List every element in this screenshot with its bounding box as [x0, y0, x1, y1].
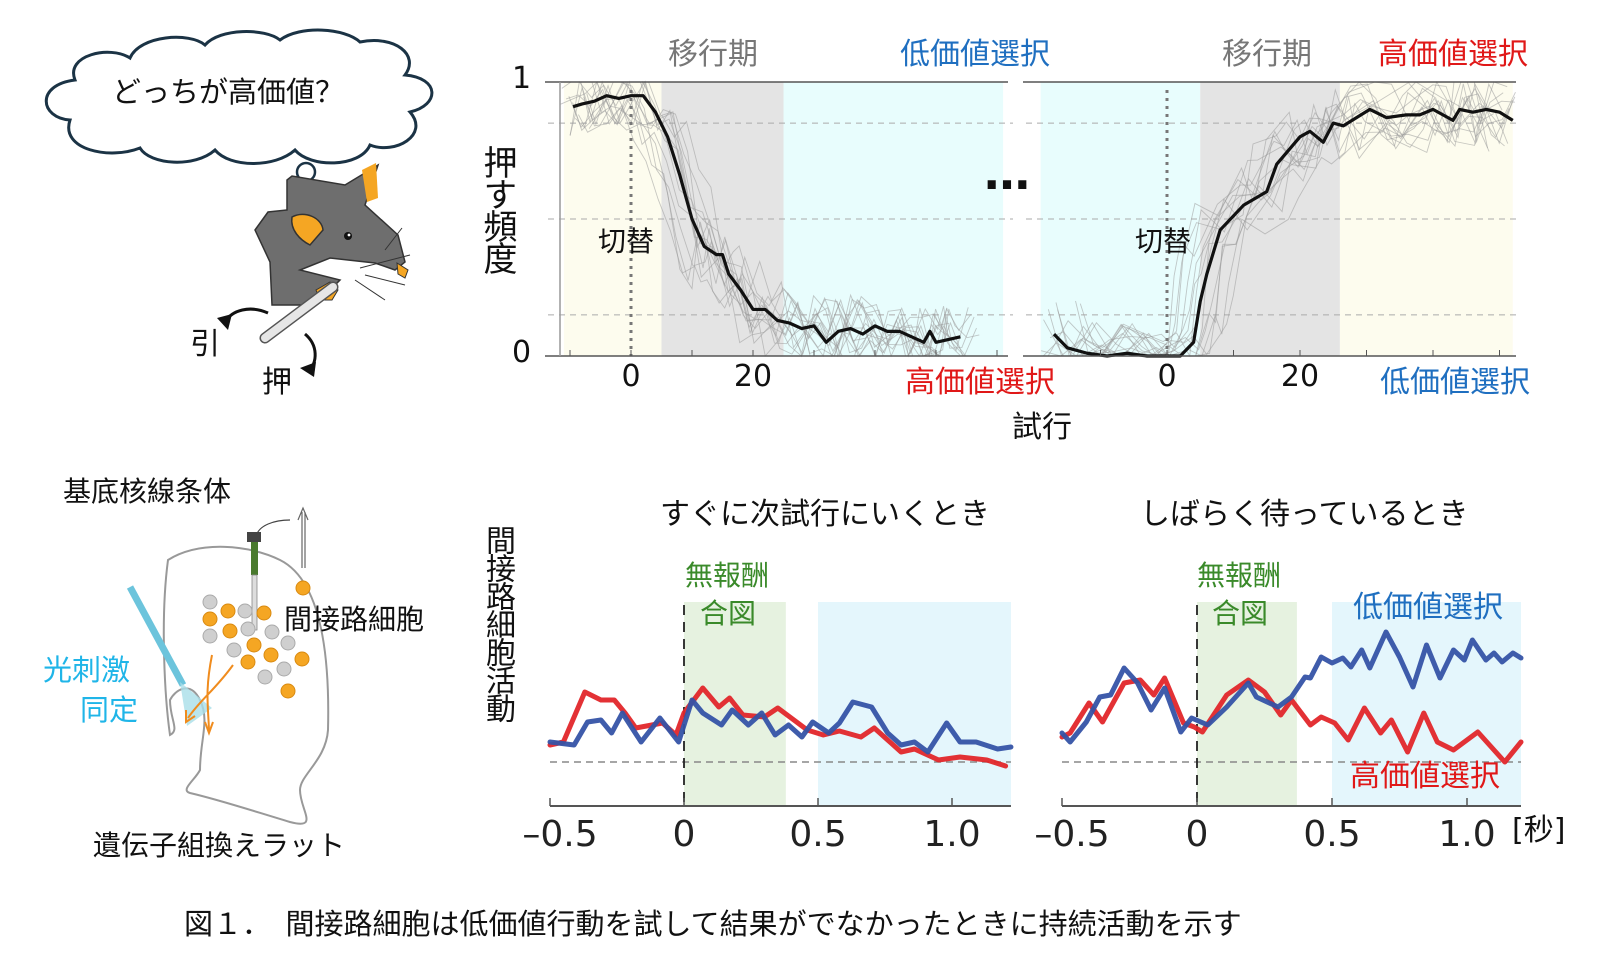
axon-arrows-icon — [185, 654, 234, 736]
x-tick-label: 0 — [621, 359, 640, 394]
left-cue-label-1: 無報酬 — [685, 559, 770, 592]
top-xlabel: 試行 — [1012, 410, 1072, 445]
bottom-panel-left: –0.5 0 0.5 1.0 — [522, 602, 1014, 855]
indirect-cell — [263, 647, 279, 663]
individual-trace — [1069, 87, 1516, 357]
rat-icon — [254, 161, 411, 306]
right-title: しばらく待っているとき — [1140, 497, 1469, 532]
x-tick-label: 20 — [1281, 359, 1319, 394]
right-transition-label: 移行期 — [1222, 37, 1312, 72]
figure-caption: 図１． 間接路細胞は低価値行動を試して結果がでなかったときに持続活動を示す — [184, 907, 1242, 941]
other-cell — [237, 603, 253, 619]
ytick-0: 0 — [512, 335, 532, 370]
other-cell — [202, 628, 218, 644]
rat-label: 遺伝子組換えラット — [93, 829, 346, 862]
striatum-label: 基底核線条体 — [63, 475, 232, 508]
indirect-cell — [256, 605, 272, 621]
left-high-value-label: 高価値選択 — [905, 365, 1055, 400]
x-tick-label: 0 — [1157, 359, 1176, 394]
indirect-cell — [295, 580, 311, 596]
indirect-cell — [294, 651, 310, 667]
indirect-cell — [202, 611, 218, 627]
indirect-cell — [222, 623, 238, 639]
other-cell — [257, 669, 273, 685]
thought-cloud-icon — [44, 28, 434, 165]
time-unit: [秒] — [1512, 813, 1566, 848]
other-cell — [276, 661, 292, 677]
recording-arrow-icon — [297, 506, 309, 568]
indirect-cell — [246, 637, 262, 653]
left-title: すぐに次試行にいくとき — [660, 497, 990, 532]
x-tick-label: –0.5 — [522, 814, 597, 855]
top-panel-left: 0 20 — [545, 80, 1013, 394]
x-tick-label: 0.5 — [1303, 814, 1360, 855]
other-cell — [202, 594, 218, 610]
ytick-1: 1 — [512, 61, 532, 96]
x-tick-label: –0.5 — [1034, 814, 1109, 855]
individual-trace — [1041, 81, 1488, 357]
series-low-value — [547, 697, 1014, 755]
right-cue-label-1: 無報酬 — [1197, 559, 1282, 592]
push-label: 押 — [262, 365, 292, 400]
ellipsis: … — [984, 146, 1030, 200]
x-tick-label: 20 — [734, 359, 772, 394]
optical-fiber-icon — [126, 585, 212, 726]
individual-trace — [580, 80, 969, 357]
lever-icon — [259, 281, 339, 344]
legend-high-value: 高価値選択 — [1350, 759, 1500, 794]
top-panel-right: 0 20 — [1023, 80, 1521, 394]
indirect-cell — [240, 654, 256, 670]
thought-bubble-text: どっちが高価値？ — [112, 75, 345, 109]
bottom-panel-right: –0.5 0 0.5 1.0 — [1034, 602, 1524, 855]
individual-trace — [561, 81, 950, 358]
left-switch-label: 切替 — [598, 225, 655, 258]
individual-trace — [1055, 82, 1516, 357]
x-tick-label: 0 — [1186, 814, 1209, 855]
x-tick-label: 0 — [673, 814, 696, 855]
x-tick-label: 1.0 — [1438, 814, 1495, 855]
x-tick-label: 1.0 — [923, 814, 980, 855]
charts-layer: 0 20 0 20 –0.5 0 0.5 1.0 –0.5 0 0.5 1.0 — [522, 80, 1524, 855]
mean-trace — [572, 94, 961, 344]
legend-low-value: 低価値選択 — [1353, 590, 1503, 625]
left-cue-label-2: 合図 — [700, 597, 757, 630]
right-cue-label-2: 合図 — [1212, 597, 1269, 630]
top-ylabel: 押す頻度 — [477, 145, 517, 273]
delay-region — [818, 602, 1011, 806]
bottom-ylabel: 間接路細胞活動 — [480, 525, 515, 721]
left-low-value-label: 低価値選択 — [900, 37, 1050, 72]
identification-label: 同定 — [80, 693, 139, 727]
delay-region — [1332, 602, 1521, 806]
optostim-label: 光刺激 — [43, 653, 131, 687]
other-cell — [264, 624, 280, 640]
indirect-cells-label: 間接路細胞 — [284, 603, 425, 636]
other-cell — [240, 621, 256, 637]
individual-trace — [583, 80, 972, 337]
other-cell — [280, 635, 296, 651]
individual-trace — [1047, 81, 1508, 357]
neuron-cells — [202, 580, 311, 699]
other-cell — [226, 642, 242, 658]
phase-region — [661, 82, 784, 356]
left-transition-label: 移行期 — [668, 37, 758, 72]
series-low-value — [1059, 629, 1524, 745]
pull-label: 引 — [190, 327, 220, 362]
individual-trace — [560, 81, 940, 358]
right-switch-label: 切替 — [1135, 225, 1192, 258]
right-low-value-label: 低価値選択 — [1380, 365, 1530, 400]
indirect-cell — [220, 603, 236, 619]
right-high-value-label: 高価値選択 — [1378, 37, 1528, 72]
x-tick-label: 0.5 — [789, 814, 846, 855]
indirect-cell — [280, 683, 296, 699]
